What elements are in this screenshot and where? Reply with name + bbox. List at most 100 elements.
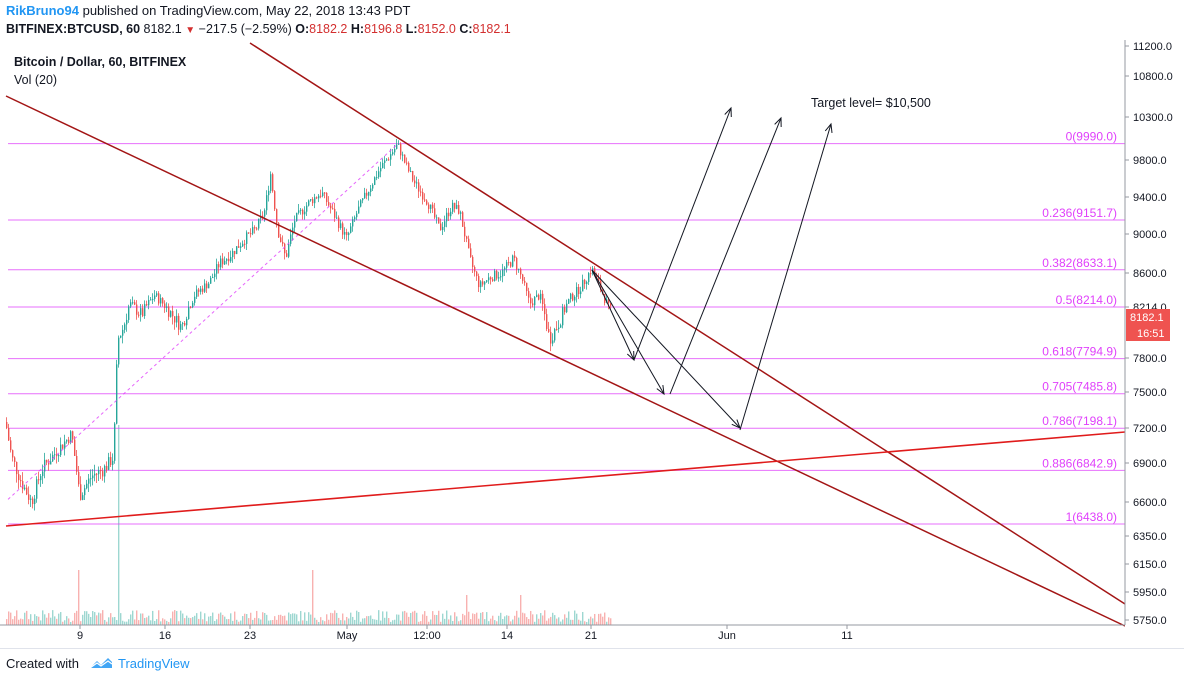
chart-pane[interactable] [0, 40, 1125, 625]
published-text: published on TradingView.com, May 22, 20… [82, 3, 411, 18]
volume-bar [514, 615, 516, 625]
volume-bar [502, 619, 504, 625]
volume-bar [356, 610, 358, 625]
candle-body [584, 279, 586, 285]
volume-bar [530, 610, 532, 625]
price-chart[interactable]: 0(9990.0) 0.236(9151.7) 0.382(8633.1) 0.5(8… [0, 40, 1184, 648]
candle-body [92, 475, 94, 479]
trend-lines[interactable] [5, 42, 1126, 627]
volume-bar [456, 616, 458, 625]
volume-bar [478, 618, 480, 625]
volume-bar [390, 621, 392, 625]
volume-bar [302, 620, 304, 625]
candle-body [332, 208, 334, 210]
volume-bar [46, 617, 48, 625]
candle-body [604, 294, 606, 303]
volume-bar [260, 619, 262, 625]
volume-bar [468, 611, 470, 625]
candle-body [352, 219, 354, 227]
volume-bar [578, 619, 580, 625]
volume-bar [254, 617, 256, 625]
volume-bar [166, 620, 168, 625]
candle-body [370, 188, 372, 192]
candle-body [256, 228, 258, 230]
price-tick-label: 7200.0 [1133, 423, 1167, 435]
price-axis[interactable]: 11200.0 10800.0 10300.0 9800.0 9400.0 9000.0 8… [1124, 40, 1184, 648]
volume-bar [246, 614, 248, 625]
volume-bar [200, 611, 202, 625]
candle-body [322, 192, 324, 196]
volume-bar [192, 617, 194, 625]
volume-bar [540, 613, 542, 625]
volume-bar [518, 617, 520, 625]
candle-body [216, 264, 218, 274]
volume-bar [214, 620, 216, 625]
price-tick-label: 9400.0 [1133, 192, 1167, 204]
last-price-badge-text: 8182.1 [1130, 312, 1164, 324]
target-annotation[interactable]: Target level= $10,500 [811, 96, 931, 110]
volume-bar [474, 614, 476, 625]
volume-bar [190, 618, 192, 625]
candle-body [312, 199, 314, 204]
time-tick-label: 21 [585, 630, 597, 642]
candle-body [392, 152, 394, 155]
volume-bar [86, 611, 88, 625]
candle-body [248, 232, 250, 234]
candle-body [514, 255, 516, 258]
candle-body [30, 498, 32, 500]
volume-bar [568, 611, 570, 625]
volume-bar [574, 610, 576, 625]
candle-body [330, 205, 332, 209]
projection-arrows[interactable] [591, 106, 833, 431]
volume-bar [48, 613, 50, 625]
candle-body [474, 267, 476, 272]
volume-bar [438, 610, 440, 625]
volume-bar [400, 620, 402, 625]
candle-body [510, 262, 512, 267]
candle-body [350, 226, 352, 233]
author-name[interactable]: RikBruno94 [6, 3, 79, 18]
candle-body [284, 243, 286, 254]
candle-body [320, 195, 322, 197]
price-badge: 8182.1 16:51 [1126, 309, 1170, 341]
volume-bar [114, 616, 116, 625]
volume-bar [240, 620, 242, 625]
volume-bar [378, 610, 380, 625]
candle-body [334, 208, 336, 218]
volume-bar [234, 611, 236, 625]
volume-bar [276, 619, 278, 625]
tradingview-brand[interactable]: TradingView [118, 656, 190, 671]
candle-body [550, 331, 552, 344]
candle-body [214, 273, 216, 278]
candle-body [124, 324, 126, 330]
volume-bar [488, 621, 490, 625]
candle-body [440, 223, 442, 231]
candle-body [380, 168, 382, 172]
candle-body [526, 282, 528, 292]
candle-body [166, 306, 168, 308]
time-tick-label: 11 [841, 630, 852, 642]
volume-bar [128, 619, 130, 625]
candle-body [120, 335, 122, 338]
candle-body [468, 238, 470, 249]
volume-bar [308, 612, 310, 625]
candle-body [502, 269, 504, 277]
candle-body [240, 246, 242, 248]
candle-body [178, 315, 180, 330]
candle-body [318, 195, 320, 199]
volume-bar [484, 619, 486, 625]
tradingview-logo-icon[interactable] [88, 655, 114, 676]
candle-body [378, 171, 380, 178]
volume-bar [152, 610, 154, 625]
volume-bar [62, 621, 64, 625]
volume-bar [292, 613, 294, 625]
candle-body [518, 268, 520, 270]
volume-bar [290, 614, 292, 625]
volume-bar [564, 614, 566, 625]
volume-bar [408, 616, 410, 625]
candle-body [208, 283, 210, 289]
time-axis[interactable]: 9 16 23 May 12:00 14 21 Jun 11 [0, 624, 1125, 642]
volume-bar [176, 611, 178, 625]
volume-bar [604, 612, 606, 625]
volume-bar [510, 621, 512, 625]
